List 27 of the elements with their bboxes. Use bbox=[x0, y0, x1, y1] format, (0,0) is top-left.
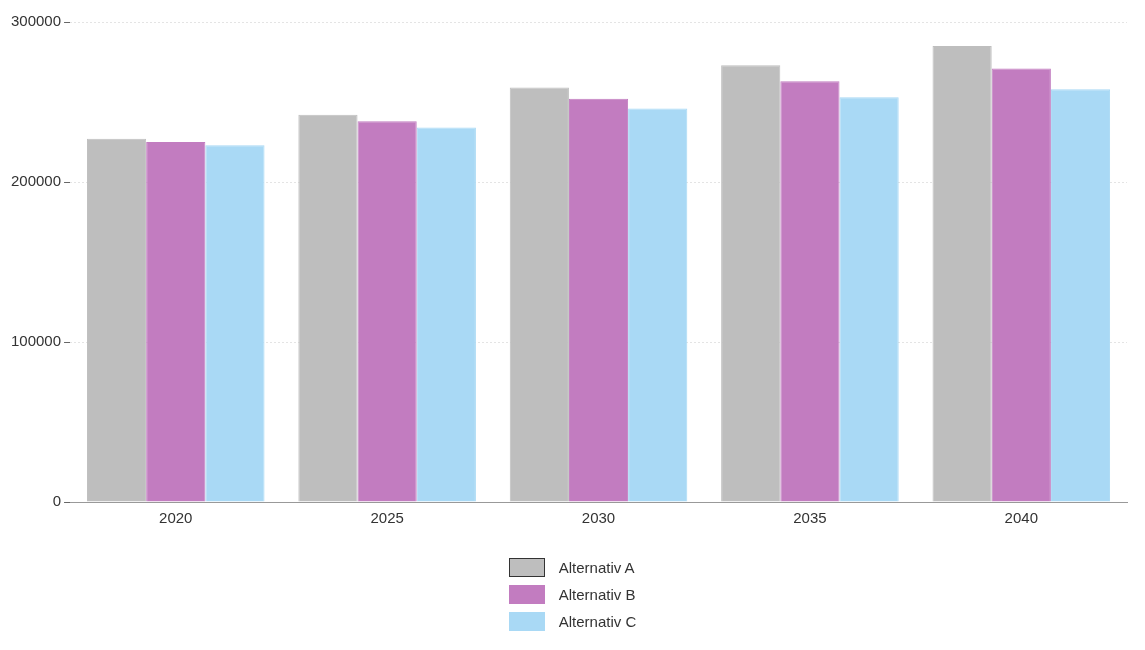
y-tick-label: 100000 bbox=[10, 332, 62, 350]
y-tick-label: 200000 bbox=[10, 172, 62, 190]
y-tick-label: 0 bbox=[52, 492, 62, 510]
legend-label: Alternativ C bbox=[558, 613, 637, 630]
bar bbox=[839, 97, 899, 502]
bar bbox=[721, 65, 781, 502]
bar bbox=[568, 98, 629, 502]
bar bbox=[628, 108, 688, 502]
x-tick-label: 2020 bbox=[159, 509, 193, 527]
x-tick-label: 2035 bbox=[793, 509, 827, 527]
bar bbox=[86, 138, 147, 502]
bar bbox=[780, 81, 840, 502]
bar bbox=[205, 145, 265, 502]
legend-label: Alternativ B bbox=[558, 586, 636, 603]
bar bbox=[1050, 89, 1111, 502]
bar bbox=[509, 87, 569, 502]
x-tick-label: 2030 bbox=[581, 509, 616, 527]
x-tick-label: 2025 bbox=[370, 509, 404, 527]
y-tick-label: 300000 bbox=[10, 12, 62, 30]
x-tick-label: 2040 bbox=[1004, 509, 1038, 527]
bar bbox=[298, 114, 358, 502]
bar bbox=[991, 68, 1051, 502]
legend-label: Alternativ A bbox=[558, 559, 635, 576]
bar bbox=[146, 142, 206, 502]
bar bbox=[416, 127, 476, 502]
bar bbox=[932, 46, 992, 502]
bar bbox=[357, 121, 417, 502]
